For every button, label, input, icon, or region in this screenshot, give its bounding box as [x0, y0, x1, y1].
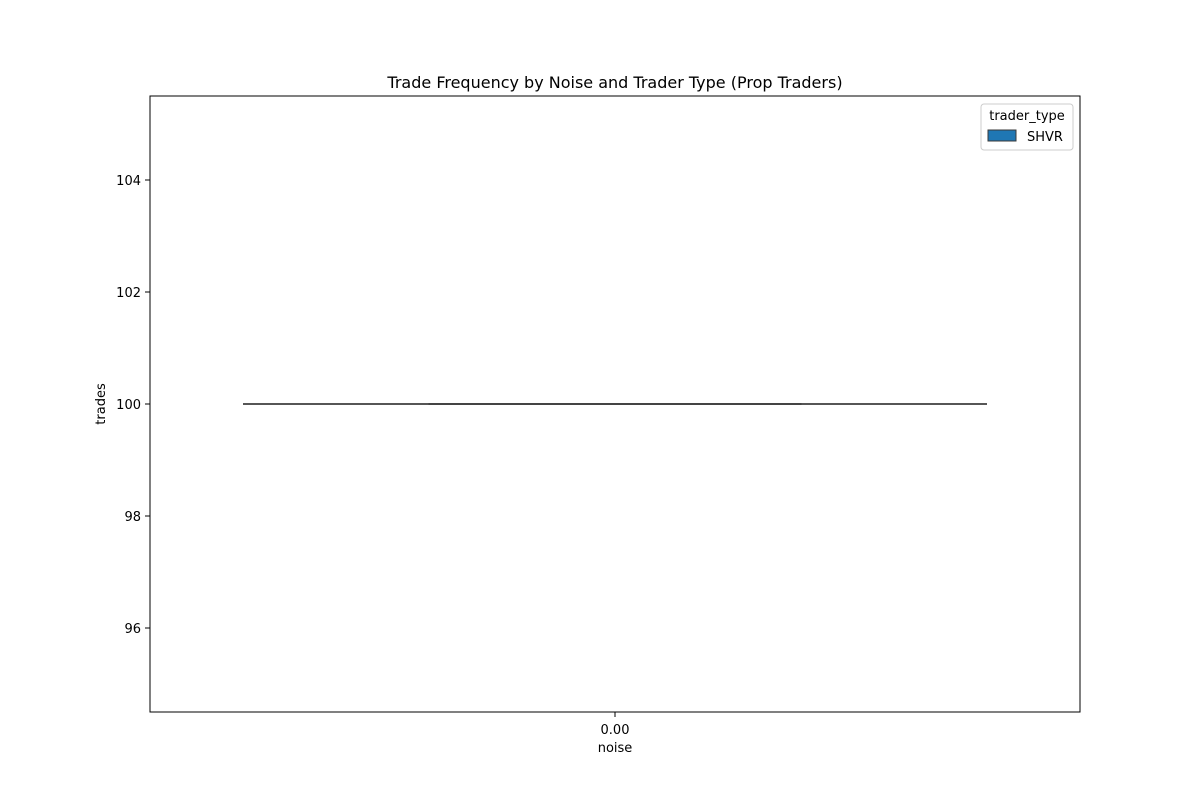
legend: trader_type SHVR — [980, 103, 1074, 151]
legend-title: trader_type — [989, 109, 1065, 124]
y-tick-label: 98 — [124, 510, 141, 525]
chart-title: Trade Frequency by Noise and Trader Type… — [386, 73, 842, 92]
x-axis: 0.00 — [601, 712, 630, 738]
x-tick-label: 0.00 — [601, 723, 630, 738]
y-tick-label: 104 — [116, 174, 141, 189]
y-axis-label: trades — [94, 383, 109, 425]
y-tick-label: 102 — [116, 286, 141, 301]
y-tick-label: 100 — [116, 398, 141, 413]
legend-swatch-shvr — [987, 129, 1017, 142]
y-tick-label: 96 — [124, 622, 141, 637]
legend-label-shvr: SHVR — [1027, 130, 1063, 145]
x-axis-label: noise — [598, 741, 633, 756]
y-axis: 96 98 100 102 104 — [116, 174, 150, 637]
